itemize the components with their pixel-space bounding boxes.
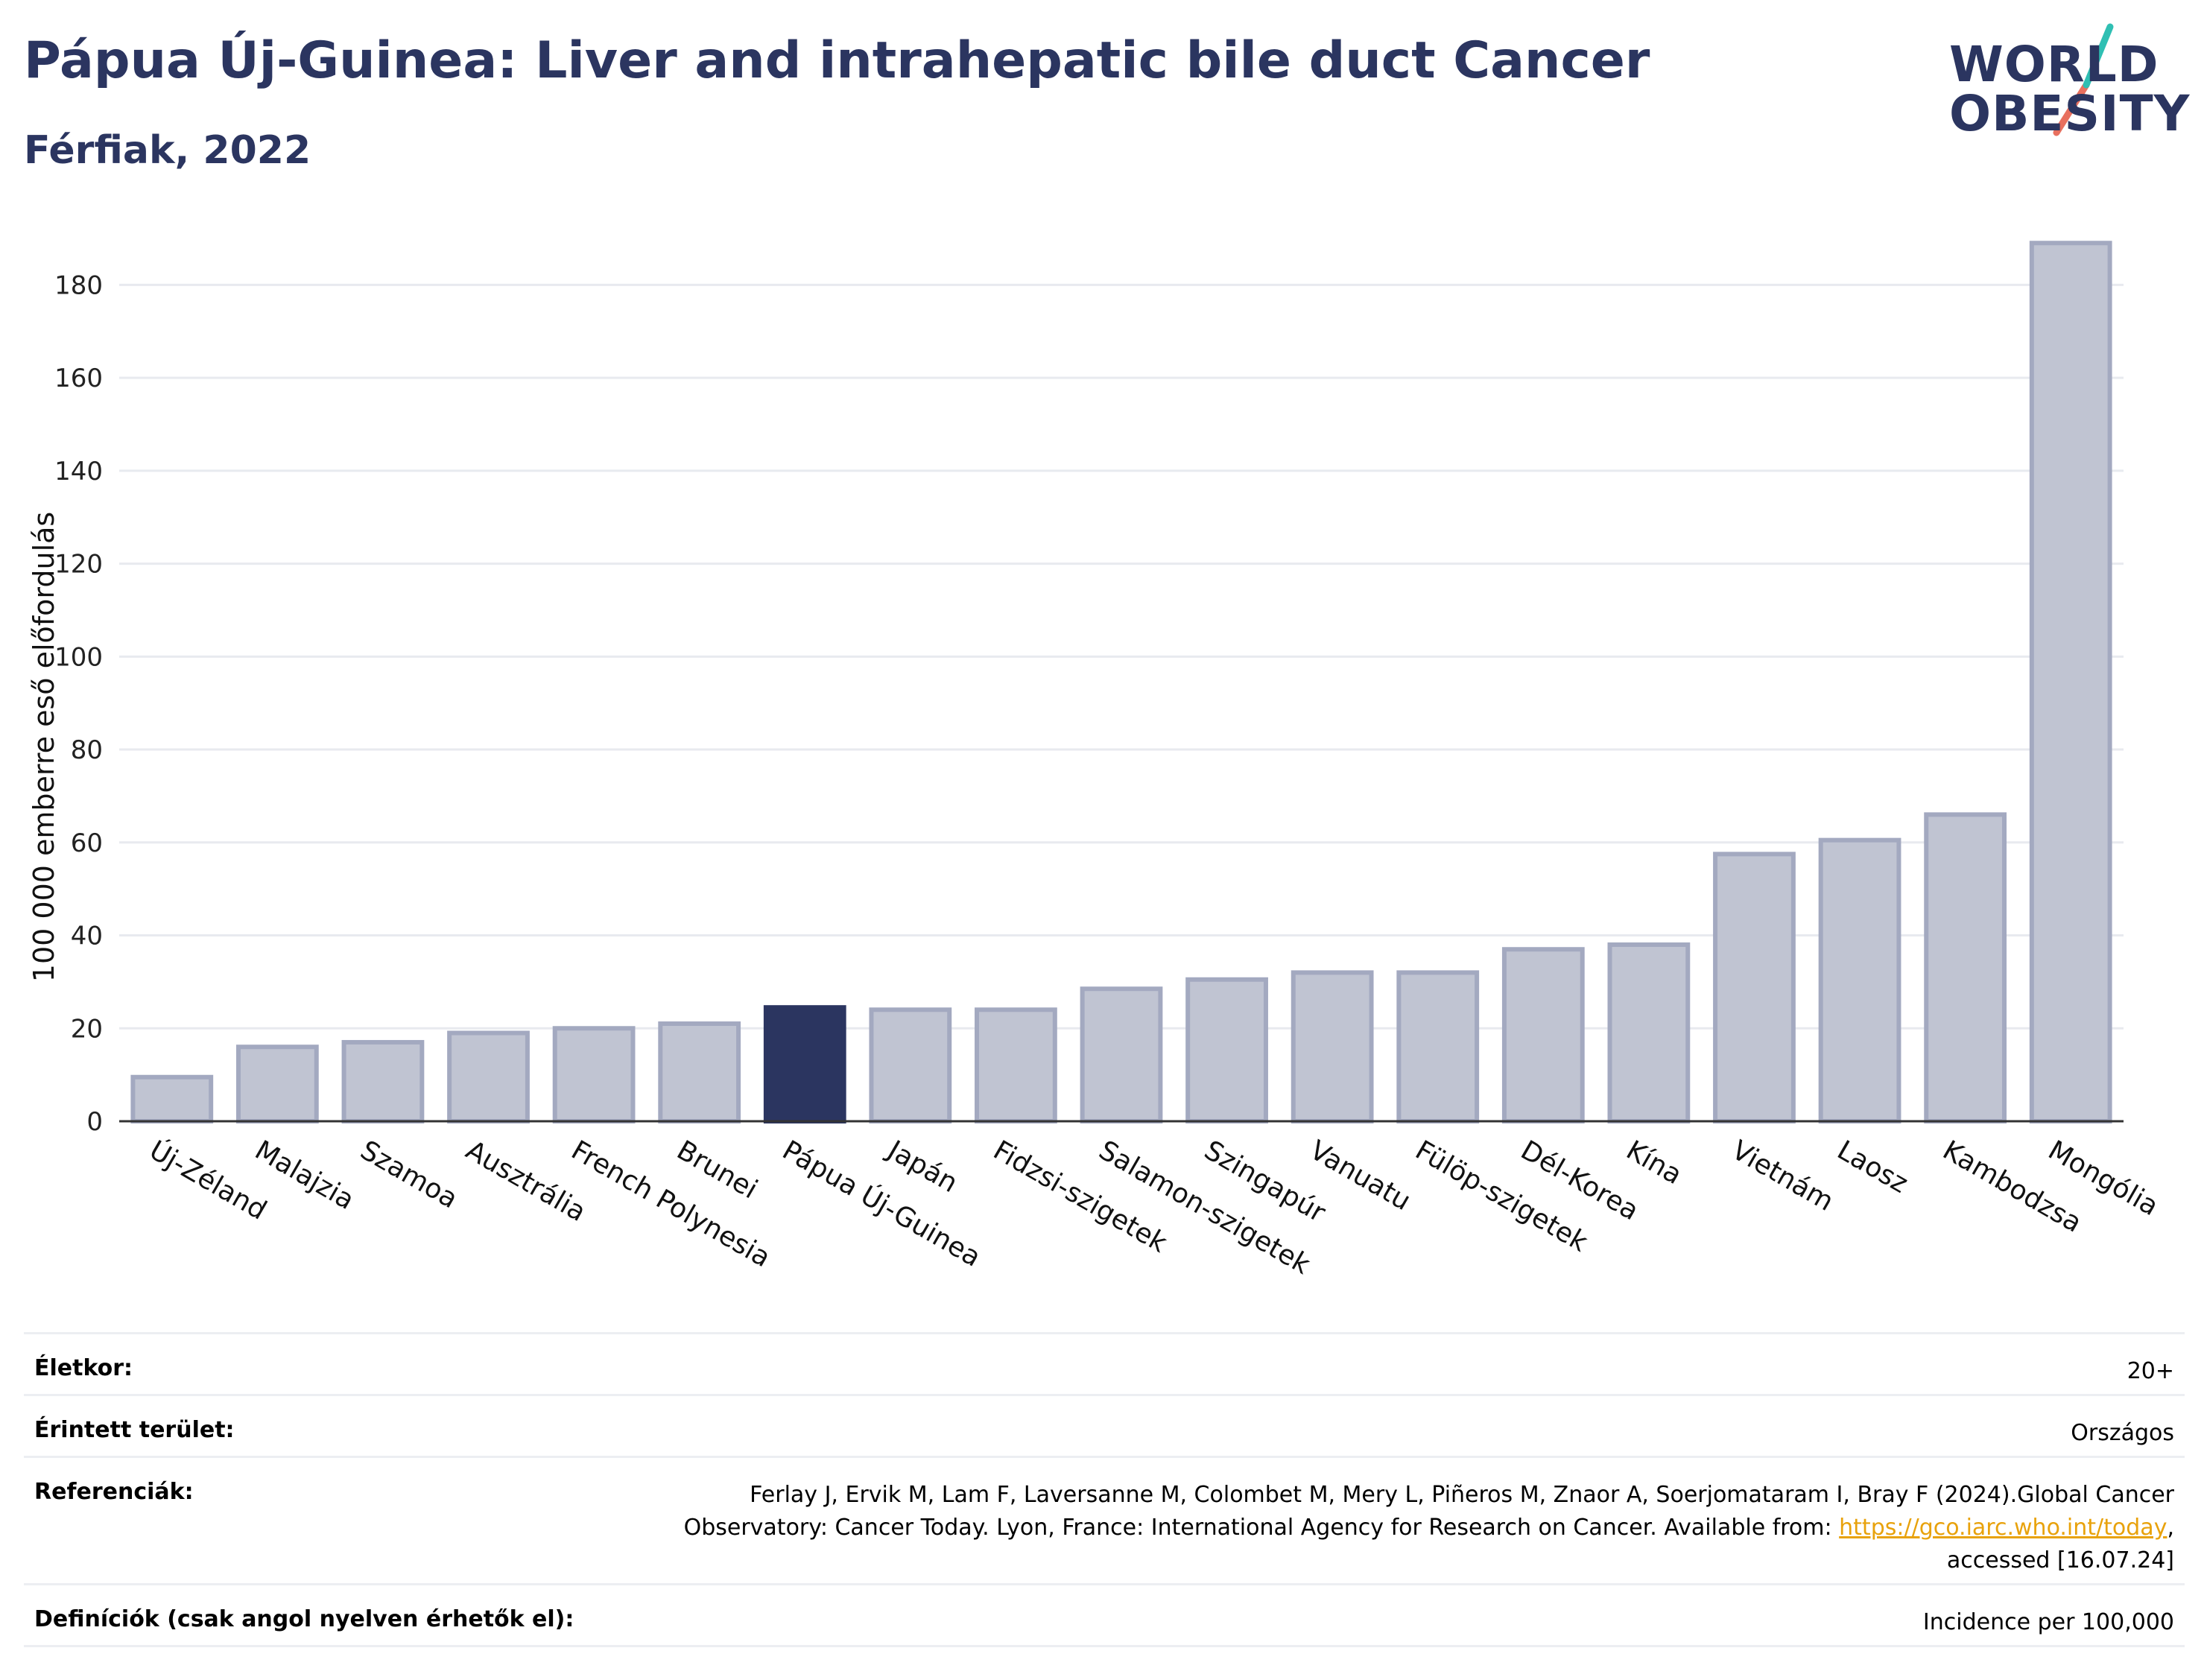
- x-axis-ticks: Új-ZélandMalajziaSzamoaAusztráliaFrench …: [144, 1134, 2163, 1280]
- logo-slash-icon: [2053, 23, 2114, 136]
- y-tick-label: 140: [54, 457, 103, 486]
- y-axis-label: 100 000 emberre eső előfordulás: [28, 512, 60, 982]
- meta-row-area: Érintett terület: Országos: [24, 1394, 2185, 1456]
- x-tick-label: Kína: [1621, 1135, 1687, 1191]
- bar-Salamon-szigetek: [1080, 986, 1163, 1123]
- bar-Dél-Korea: [1501, 947, 1585, 1123]
- ref-link[interactable]: https://gco.iarc.who.int/today: [1839, 1515, 2167, 1541]
- y-tick-label: 20: [71, 1014, 103, 1044]
- bar-Fülöp-szigetek: [1396, 970, 1480, 1123]
- y-tick-label: 180: [54, 270, 103, 300]
- bar-chart: 0 20 40 60 80 100 120 140 160 180 Új-ZélandMalajz…: [28, 241, 2163, 1281]
- bar-Új-Zéland: [130, 1074, 214, 1123]
- area-label: Érintett terület:: [34, 1417, 235, 1443]
- bar-Japán: [869, 1007, 952, 1123]
- y-axis-ticks: 0 20 40 60 80 100 120 140 160 180: [54, 270, 103, 1137]
- references-value: Ferlay J, Ervik M, Lam F, Laversanne M, …: [684, 1458, 2174, 1577]
- x-tick-label: Ausztrália: [460, 1135, 591, 1228]
- chart-bars: [130, 241, 2112, 1124]
- age-label: Életkor:: [34, 1355, 133, 1381]
- bar-Szamoa: [341, 1039, 425, 1123]
- logo-line1: WORLD: [1949, 36, 2159, 93]
- x-tick-label: Laosz: [1832, 1135, 1913, 1199]
- references-label: Referenciák:: [34, 1479, 194, 1505]
- x-tick-label: Japán: [881, 1134, 963, 1199]
- bar-Ausztrália: [447, 1030, 530, 1123]
- y-tick-label: 80: [71, 735, 103, 765]
- bar-French Polynesia: [552, 1026, 636, 1124]
- bar-Pápua Új-Guinea: [763, 1005, 846, 1124]
- bar-Fidzsi-szigetek: [975, 1007, 1057, 1123]
- ref-line2-end: ,: [2167, 1515, 2174, 1541]
- metadata-table: Életkor: 20+ Érintett terület: Országos …: [24, 1332, 2185, 1647]
- y-tick-label: 0: [86, 1107, 103, 1137]
- x-tick-label: Fülöp-szigetek: [1410, 1135, 1592, 1258]
- definitions-label: Definíciók (csak angol nyelven érhetők e…: [34, 1606, 574, 1632]
- ref-line2: Observatory: Cancer Today. Lyon, France:…: [683, 1515, 1840, 1541]
- y-tick-label: 100: [54, 642, 103, 672]
- x-tick-label: French Polynesia: [566, 1135, 776, 1273]
- logo-line2: OBESITY: [1949, 85, 2191, 142]
- bar-Brunei: [658, 1021, 741, 1124]
- x-tick-label: Vietnám: [1726, 1135, 1838, 1217]
- y-tick-label: 160: [54, 364, 103, 393]
- y-tick-label: 60: [71, 828, 103, 858]
- bar-Kambodzsa: [1924, 812, 2007, 1123]
- age-value: 20+: [2127, 1358, 2174, 1384]
- bar-Vietnám: [1713, 852, 1796, 1123]
- meta-row-age: Életkor: 20+: [24, 1332, 2185, 1394]
- definitions-value: Incidence per 100,000: [1922, 1609, 2174, 1635]
- meta-row-references: Referenciák: Ferlay J, Ervik M, Lam F, L…: [24, 1456, 2185, 1583]
- meta-row-definitions: Definíciók (csak angol nyelven érhetők e…: [24, 1583, 2185, 1647]
- bar-Malajzia: [235, 1045, 319, 1124]
- chart-subtitle: Férfiak, 2022: [24, 128, 311, 173]
- bar-Laosz: [1818, 837, 1901, 1124]
- bar-Mongólia: [2029, 241, 2112, 1124]
- y-tick-label: 120: [54, 550, 103, 580]
- world-obesity-logo: WORLD OBESITY: [1937, 21, 2191, 155]
- x-tick-label: Fidzsi-szigetek: [988, 1135, 1172, 1258]
- chart-title: Pápua Új-Guinea: Liver and intrahepatic …: [24, 31, 1650, 90]
- area-value: Országos: [2071, 1420, 2174, 1446]
- y-tick-label: 40: [71, 922, 103, 951]
- bar-Vanuatu: [1291, 970, 1374, 1123]
- bar-Szingapúr: [1185, 977, 1268, 1124]
- x-tick-label: Új-Zéland: [144, 1135, 272, 1226]
- ref-line1: Ferlay J, Ervik M, Lam F, Laversanne M, …: [750, 1482, 2174, 1508]
- x-tick-label: Pápua Új-Guinea: [777, 1135, 987, 1273]
- bar-Kína: [1607, 942, 1691, 1123]
- x-tick-label: Szamoa: [355, 1135, 463, 1214]
- ref-line3: accessed [16.07.24]: [1946, 1547, 2174, 1573]
